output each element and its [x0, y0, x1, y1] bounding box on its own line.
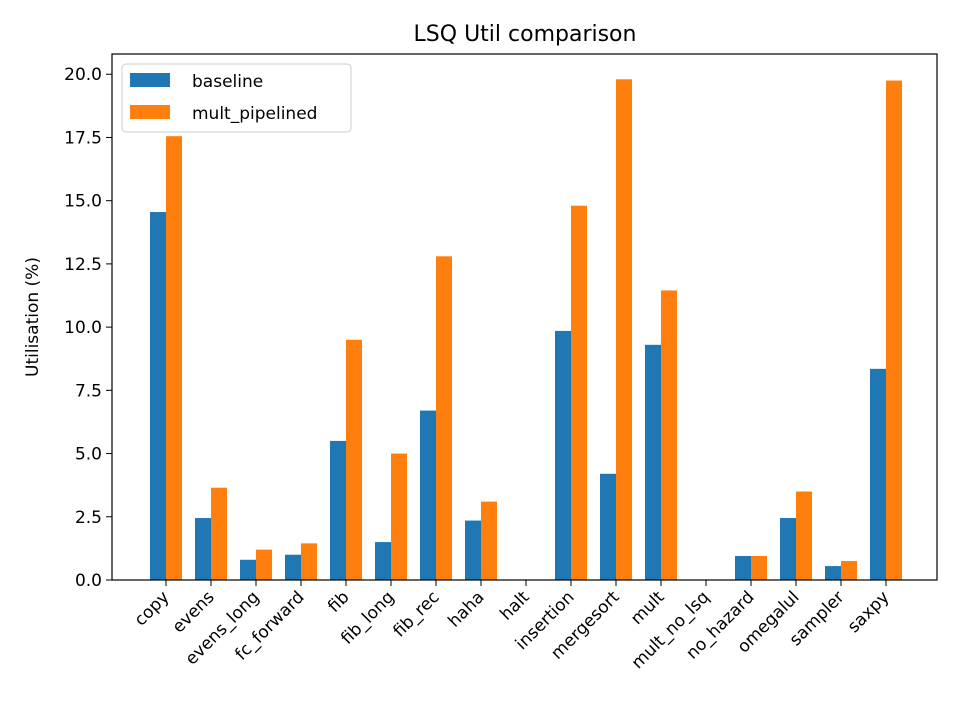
y-tick-label: 15.0	[64, 192, 102, 212]
bar-baseline-saxpy	[870, 368, 886, 580]
bar-baseline-fib-long	[375, 542, 391, 580]
bar-mult-pipelined-no-hazard	[751, 555, 767, 580]
bar-mult-pipelined-sampler	[841, 561, 857, 580]
bar-mult-pipelined-fib-long	[391, 453, 407, 580]
plot-frame	[111, 53, 938, 581]
y-tick-label: 5.0	[75, 445, 102, 465]
bar-mult-pipelined-omegalul	[796, 491, 812, 580]
bar-mult-pipelined-fib-rec	[436, 256, 452, 580]
bar-baseline-fc-forward	[285, 554, 301, 580]
bar-baseline-sampler	[825, 566, 841, 580]
bar-mult-pipelined-mergesort	[616, 79, 632, 581]
bar-mult-pipelined-evens-long	[256, 549, 272, 580]
legend-label-mult-pipelined: mult_pipelined	[192, 104, 317, 124]
bar-baseline-no-hazard	[735, 555, 751, 580]
legend-swatch-mult-pipelined	[130, 105, 170, 119]
bar-mult-pipelined-insertion	[571, 205, 587, 580]
bar-baseline-omegalul	[780, 518, 796, 580]
bar-mult-pipelined-fib	[346, 339, 362, 580]
bar-mult-pipelined-haha	[481, 501, 497, 580]
y-tick-label: 10.0	[64, 318, 102, 338]
chart-title: LSQ Util comparison	[414, 22, 637, 47]
bar-baseline-evens-long	[240, 559, 256, 580]
y-axis: 0.0 2.5 5.0 7.5 10.0 12.5 15.0 17.5 20.0	[64, 65, 112, 591]
bar-baseline-copy	[150, 212, 166, 580]
bars-layer	[150, 79, 902, 581]
bar-baseline-evens	[195, 518, 211, 580]
bar-baseline-fib	[330, 440, 346, 580]
bar-baseline-mult	[645, 344, 661, 580]
y-axis-label: Utilisation (%)	[23, 257, 43, 377]
legend-label-baseline: baseline	[192, 72, 263, 92]
bar-mult-pipelined-saxpy	[886, 80, 902, 580]
bar-baseline-insertion	[555, 330, 571, 580]
bar-baseline-haha	[465, 520, 481, 580]
bar-mult-pipelined-fc-forward	[301, 543, 317, 580]
y-tick-label: 12.5	[64, 255, 102, 275]
y-tick-label: 20.0	[64, 65, 102, 85]
y-tick-label: 7.5	[75, 381, 102, 401]
y-tick-label: 0.0	[75, 571, 102, 591]
y-tick-label: 2.5	[75, 508, 102, 528]
bar-mult-pipelined-mult	[661, 290, 677, 580]
bar-baseline-fib-rec	[420, 410, 436, 580]
bar-mult-pipelined-copy	[166, 136, 182, 580]
legend-swatch-baseline	[130, 73, 170, 87]
legend-box	[121, 63, 352, 133]
legend: baseline mult_pipelined	[121, 63, 352, 133]
y-tick-label: 17.5	[64, 128, 102, 148]
bar-baseline-mergesort	[600, 473, 616, 580]
bar-mult-pipelined-evens	[211, 487, 227, 580]
